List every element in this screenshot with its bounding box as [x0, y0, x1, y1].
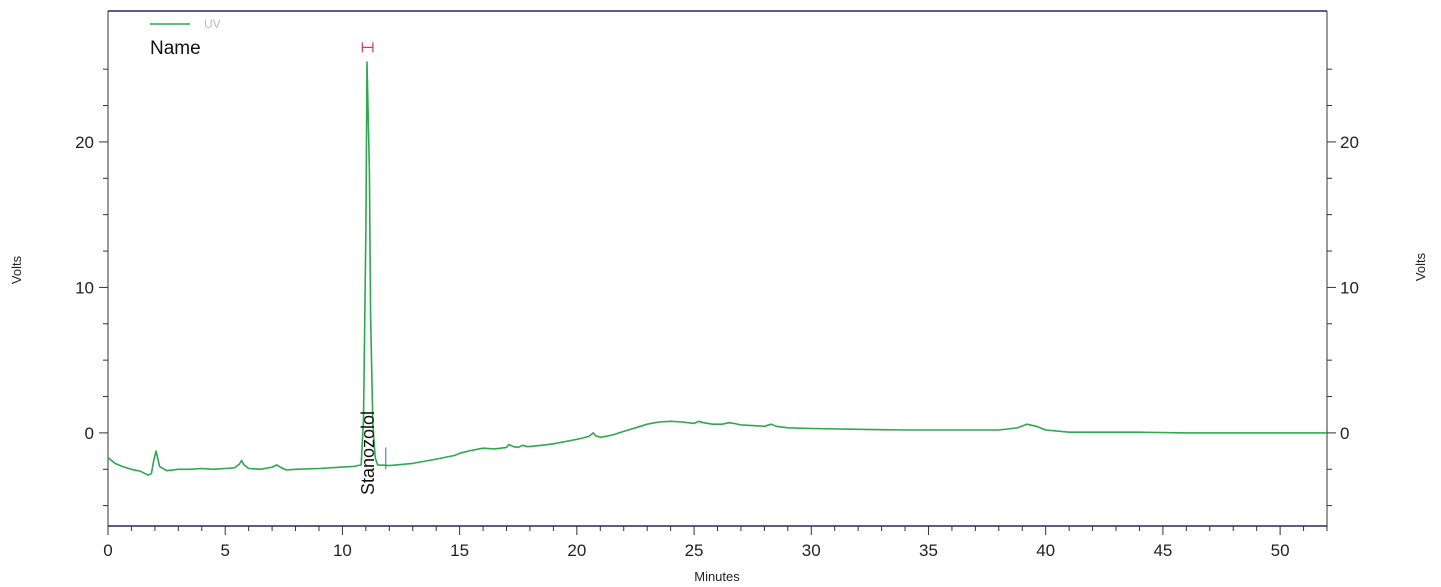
x-axis-label: Minutes	[694, 569, 740, 584]
y-left-tick-label: 10	[75, 278, 94, 297]
x-tick-label: 50	[1271, 541, 1290, 560]
x-tick-label: 10	[333, 541, 352, 560]
series-line-uv	[107, 61, 1327, 476]
x-tick-label: 20	[567, 541, 586, 560]
series-layer	[107, 61, 1327, 476]
y-axis-right-label: Volts	[1413, 252, 1428, 281]
x-tick-label: 25	[685, 541, 704, 560]
x-tick-label: 40	[1036, 541, 1055, 560]
y-right-tick-label: 0	[1340, 424, 1349, 443]
y-axis-left-label: Volts	[9, 255, 24, 284]
y-axis-left-ticks: 0 10 20	[75, 68, 108, 507]
peak-label-stanozolol: Stanozolol	[358, 411, 378, 495]
y-right-tick-label: 20	[1340, 133, 1359, 152]
x-tick-label: 30	[802, 541, 821, 560]
x-tick-label: 0	[103, 541, 112, 560]
y-right-tick-label: 10	[1340, 278, 1359, 297]
x-tick-label: 35	[919, 541, 938, 560]
y-left-tick-label: 0	[85, 424, 94, 443]
legend-title: Name	[150, 38, 201, 59]
annotation-layer: Stanozolol	[358, 42, 387, 495]
x-tick-label: 15	[450, 541, 469, 560]
y-axis-right-ticks: 0 10 20	[1327, 68, 1359, 507]
legend: UV Name	[150, 17, 221, 59]
y-left-tick-label: 20	[75, 133, 94, 152]
x-tick-label: 5	[220, 541, 229, 560]
x-tick-label: 45	[1153, 541, 1172, 560]
legend-entry-uv: UV	[204, 17, 221, 31]
x-axis-ticks: 0 5 10 15 20 25 30 35 40 45 50	[103, 526, 1328, 560]
plot-frame	[107, 10, 1328, 527]
